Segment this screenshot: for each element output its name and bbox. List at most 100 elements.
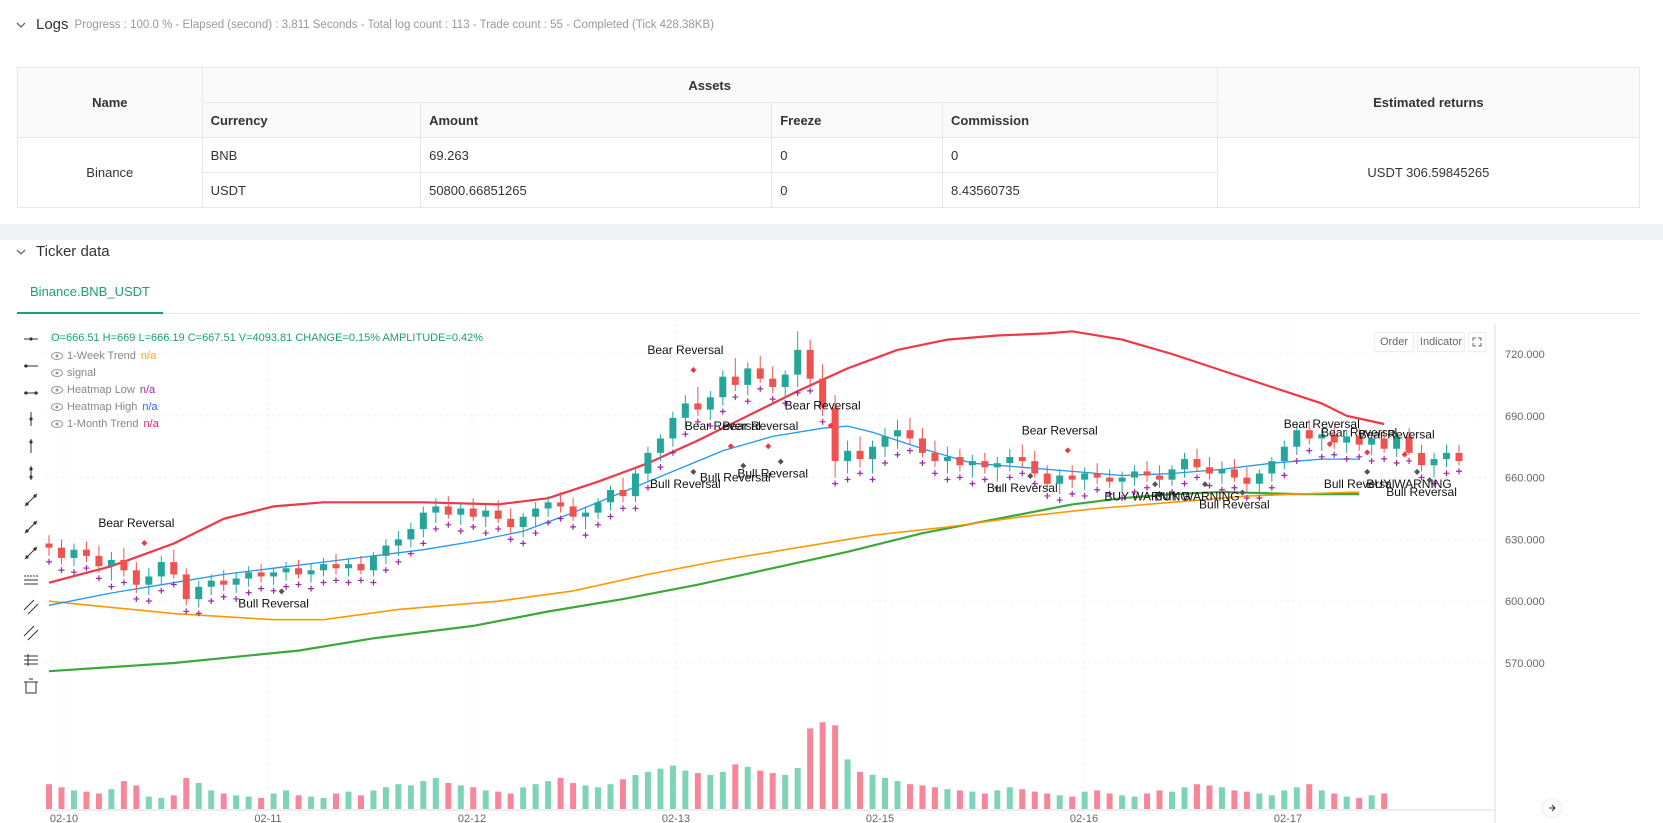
- heatmap-low-marker: [295, 581, 302, 588]
- candle-body: [794, 349, 802, 375]
- commission-header: Commission: [942, 102, 1218, 138]
- amount-cell: 69.263: [420, 137, 773, 173]
- candle-body: [1280, 446, 1288, 462]
- horizontal-line-icon[interactable]: [22, 330, 40, 348]
- volume-bar: [1056, 795, 1063, 809]
- legend-label: signal: [67, 367, 96, 379]
- x-tick-label: 02-13: [662, 813, 690, 823]
- volume-bar: [994, 790, 1001, 809]
- eye-icon[interactable]: [51, 420, 63, 428]
- eye-icon[interactable]: [51, 352, 63, 360]
- parallel-channel-icon[interactable]: [22, 598, 40, 616]
- candle-body: [968, 461, 976, 466]
- heatmap-low-marker: [1069, 490, 1076, 497]
- heatmap-low-marker: [470, 523, 477, 530]
- heatmap-low-marker: [619, 505, 626, 512]
- heatmap-low-marker: [1418, 474, 1425, 481]
- grid-icon[interactable]: [22, 651, 40, 669]
- volume-bar: [1094, 790, 1101, 809]
- candle-body: [781, 374, 789, 387]
- legend-item[interactable]: Heatmap High n/a: [51, 401, 158, 413]
- ray-icon[interactable]: [22, 518, 40, 536]
- heatmap-low-marker: [58, 567, 65, 574]
- heatmap-low-marker: [1094, 486, 1101, 493]
- candle-body: [245, 572, 253, 579]
- chevron-down-icon[interactable]: [16, 20, 26, 30]
- heatmap-low-marker: [1318, 453, 1325, 460]
- vertical-segment-icon[interactable]: [22, 437, 40, 455]
- heatmap-low-marker: [570, 523, 577, 530]
- candle-body: [120, 560, 128, 571]
- fullscreen-button[interactable]: [1468, 332, 1486, 352]
- x-tick-label: 02-17: [1274, 813, 1302, 823]
- heatmap-low-marker: [245, 589, 252, 596]
- heatmap-low-marker: [495, 525, 502, 532]
- candle-body: [1443, 452, 1451, 460]
- volume-bar: [1368, 795, 1375, 809]
- heatmap-low-marker: [395, 558, 402, 565]
- legend-item[interactable]: 1-Month Trend n/a: [51, 418, 159, 430]
- trash-icon[interactable]: [22, 677, 40, 695]
- scroll-to-latest-button[interactable]: [1542, 798, 1562, 818]
- legend-item[interactable]: Heatmap Low n/a: [51, 384, 155, 396]
- amount-cell: 50800.66851265: [420, 172, 773, 208]
- candle-body: [282, 568, 290, 573]
- candle-body: [993, 463, 1001, 468]
- volume-bar: [1356, 797, 1363, 809]
- indicator-button[interactable]: Indicator: [1417, 332, 1465, 352]
- volume-bar: [507, 793, 514, 809]
- signal-marker: [1364, 468, 1371, 475]
- order-button[interactable]: Order: [1374, 332, 1414, 352]
- vertical-line-icon[interactable]: [22, 410, 40, 428]
- assets-header: Assets: [201, 67, 1218, 103]
- candle-body: [744, 368, 752, 385]
- extended-line-icon[interactable]: [22, 544, 40, 562]
- volume-bar: [794, 768, 801, 809]
- tab-binance-bnb-usdt[interactable]: Binance.BNB_USDT: [17, 270, 163, 314]
- volume-bar: [557, 778, 564, 809]
- heatmap-low-marker: [1331, 451, 1338, 458]
- volume-bar: [1006, 787, 1013, 809]
- signal-marker: [765, 443, 772, 450]
- y-tick-label: 660.000: [1505, 473, 1545, 485]
- heatmap-low-marker: [732, 394, 739, 401]
- candle-body: [669, 417, 677, 439]
- fib-retracement-icon[interactable]: [22, 571, 40, 589]
- signal-label: Bear Reversal: [1321, 425, 1397, 439]
- legend-label: 1-Month Trend: [67, 418, 139, 430]
- chevron-down-icon[interactable]: [16, 247, 26, 257]
- heatmap-low-marker: [445, 521, 452, 528]
- volume-bar: [1181, 787, 1188, 809]
- candle-body: [1330, 434, 1338, 443]
- volume-bar: [482, 790, 489, 809]
- candle-body: [931, 452, 939, 462]
- volume-bar: [819, 722, 826, 809]
- eye-icon[interactable]: [51, 369, 63, 377]
- signal-marker: [777, 458, 784, 465]
- heatmap-low-marker: [208, 598, 215, 605]
- candle-body: [544, 502, 552, 509]
- vertical-ray-icon[interactable]: [22, 464, 40, 482]
- volume-bar: [158, 797, 165, 809]
- signal-marker: [1364, 449, 1371, 456]
- legend-item[interactable]: signal: [51, 367, 101, 379]
- heatmap-low-marker: [969, 480, 976, 487]
- horizontal-ray-icon[interactable]: [22, 357, 40, 375]
- currency-cell: USDT: [201, 172, 422, 208]
- pitchfork-icon[interactable]: [22, 624, 40, 642]
- legend-item[interactable]: 1-Week Trend n/a: [51, 350, 156, 362]
- candle-body: [1218, 469, 1226, 474]
- volume-bar: [1031, 791, 1038, 809]
- eye-icon[interactable]: [51, 403, 63, 411]
- heatmap-low-marker: [1456, 468, 1462, 475]
- trend-line-icon[interactable]: [22, 491, 40, 509]
- chart-area[interactable]: Bear Reversal Bull Reversal Bear Reversal B…: [17, 324, 1640, 823]
- candle-body: [1380, 438, 1388, 449]
- logs-header[interactable]: Logs Progress : 100.0 % - Elapsed (secon…: [16, 16, 714, 33]
- ticker-header[interactable]: Ticker data: [16, 243, 110, 260]
- eye-icon[interactable]: [51, 386, 63, 394]
- heatmap-low-marker: [1406, 457, 1413, 464]
- volume-bar: [607, 784, 614, 809]
- horizontal-segment-icon[interactable]: [22, 384, 40, 402]
